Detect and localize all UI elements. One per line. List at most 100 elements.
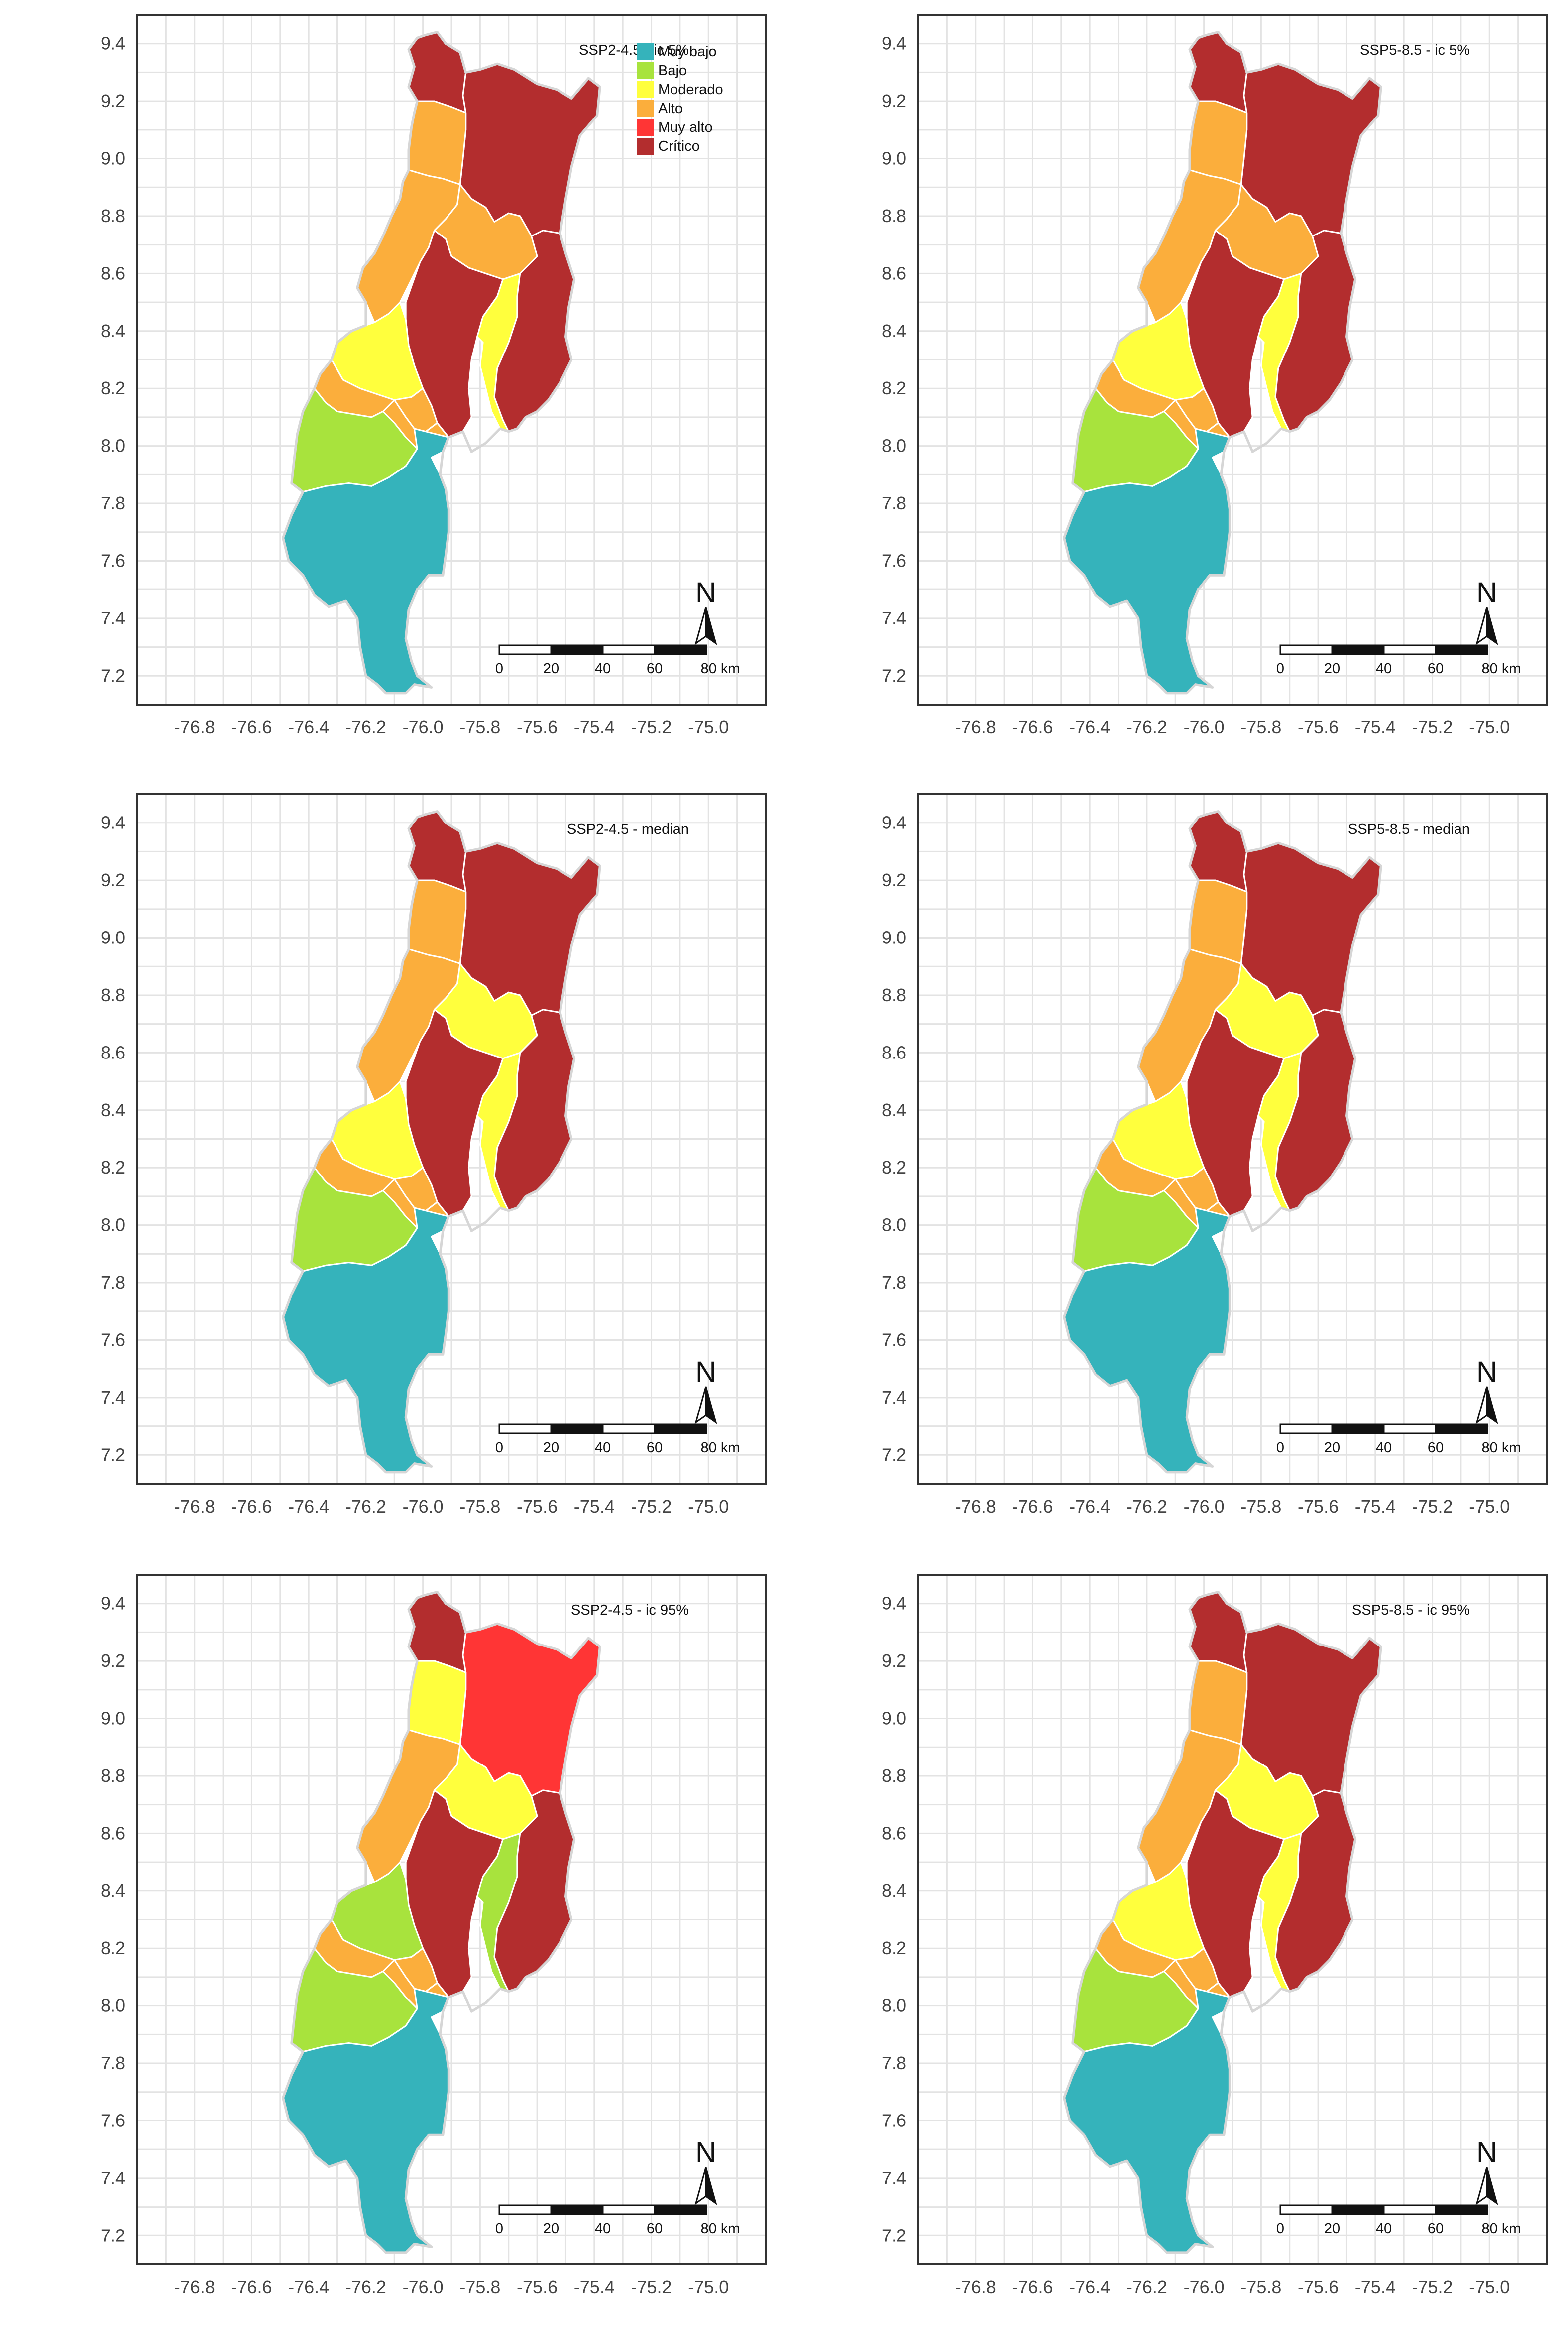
regions bbox=[282, 811, 601, 1473]
north-arrow-right bbox=[705, 2167, 717, 2205]
x-tick-label: -75.2 bbox=[1412, 1496, 1453, 1517]
y-tick-label: 8.6 bbox=[101, 1823, 125, 1843]
state-outline bbox=[282, 810, 601, 1474]
scale-bar: 0 20 40 60 80 km bbox=[495, 2204, 740, 2236]
scale-bar: 0 20 40 60 80 km bbox=[1276, 2204, 1521, 2236]
y-tick-label: 9.4 bbox=[882, 813, 906, 833]
regions bbox=[1063, 1591, 1382, 2254]
x-tick-label: -75.2 bbox=[631, 1496, 672, 1517]
y-tick-label: 7.2 bbox=[101, 2225, 125, 2245]
region-r6 bbox=[405, 230, 504, 438]
y-tick-label: 9.0 bbox=[882, 148, 906, 169]
y-tick-label: 8.8 bbox=[882, 985, 906, 1005]
y-tick-label: 7.2 bbox=[101, 1444, 125, 1465]
legend-label: Bajo bbox=[658, 63, 687, 79]
scale-bar-segment bbox=[498, 1423, 552, 1434]
x-tick-label: -76.6 bbox=[231, 717, 272, 737]
x-tick-label: -75.2 bbox=[631, 717, 672, 737]
x-tick-label: -75.8 bbox=[459, 1496, 500, 1517]
x-tick-label: -76.2 bbox=[1126, 2277, 1167, 2297]
y-tick-label: 7.2 bbox=[882, 2225, 906, 2245]
y-tick-label: 9.0 bbox=[101, 928, 125, 948]
scale-bar-label: 40 bbox=[1376, 1440, 1392, 1456]
panel-frame bbox=[917, 793, 1548, 1485]
scale-bar-label: 80 km bbox=[701, 2221, 740, 2236]
legend-label: Muy alto bbox=[658, 119, 713, 135]
y-tick-label: 8.8 bbox=[882, 206, 906, 226]
north-arrow-icon: N bbox=[1475, 2136, 1498, 2205]
x-tick-label: -75.2 bbox=[1412, 717, 1453, 737]
y-tick-label: 7.8 bbox=[101, 2053, 125, 2073]
panel-title: SSP5-8.5 - ic 5% bbox=[1360, 42, 1470, 58]
x-tick-label: -76.4 bbox=[1069, 1496, 1110, 1517]
scale-bar: 0 20 40 60 80 km bbox=[1276, 1423, 1521, 1456]
scale-bar-label: 80 km bbox=[1482, 661, 1521, 677]
x-tick-label: -76.8 bbox=[955, 2277, 996, 2297]
region-r6 bbox=[405, 1009, 504, 1217]
region-r6 bbox=[1186, 1009, 1285, 1217]
state-outline bbox=[1063, 1591, 1382, 2254]
state-outline bbox=[282, 1591, 601, 2254]
y-tick-label: 9.0 bbox=[101, 1708, 125, 1729]
y-tick-label: 8.4 bbox=[101, 1881, 125, 1901]
map-panels: -76.8 -76.6 -76.4 -76.2 -76.0 -75.8 -75.6 -75.4… bbox=[101, 14, 1548, 2297]
y-tick-label: 9.4 bbox=[101, 813, 125, 833]
y-tick-label: 7.8 bbox=[882, 1272, 906, 1293]
panel-title: SSP2-4.5 - median bbox=[567, 822, 689, 837]
x-tick-label: -76.0 bbox=[1184, 717, 1225, 737]
x-tick-label: -76.2 bbox=[345, 1496, 386, 1517]
y-tick-label: 8.4 bbox=[101, 321, 125, 341]
y-tick-label: 8.0 bbox=[101, 1215, 125, 1235]
map-panel-6: -76.8 -76.6 -76.4 -76.2 -76.0 -75.8 -75.6 -75.4… bbox=[882, 1574, 1548, 2297]
scale-bar-label: 20 bbox=[543, 1440, 559, 1456]
scale-bar-label: 0 bbox=[495, 2221, 503, 2236]
x-tick-label: -75.4 bbox=[1355, 2277, 1396, 2297]
map-panel-2: -76.8 -76.6 -76.4 -76.2 -76.0 -75.8 -75.6 -75.4… bbox=[882, 14, 1548, 737]
scale-bar-label: 60 bbox=[647, 1440, 663, 1456]
scale-bar-label: 20 bbox=[1324, 661, 1340, 677]
y-tick-label: 7.4 bbox=[101, 2168, 125, 2188]
y-tick-label: 7.8 bbox=[101, 1272, 125, 1293]
y-tick-label: 7.6 bbox=[101, 550, 125, 571]
x-tick-label: -76.8 bbox=[955, 1496, 996, 1517]
scale-bar-label: 20 bbox=[1324, 1440, 1340, 1456]
x-tick-label: -76.2 bbox=[1126, 717, 1167, 737]
x-tick-label: -76.2 bbox=[345, 717, 386, 737]
y-tick-label: 8.4 bbox=[882, 1881, 906, 1901]
y-tick-label: 9.4 bbox=[101, 1593, 125, 1614]
scale-bar: 0 20 40 60 80 km bbox=[495, 644, 740, 677]
scale-bar-segment bbox=[654, 2204, 707, 2215]
scale-bar-segment bbox=[1279, 644, 1333, 655]
y-tick-label: 9.0 bbox=[882, 1708, 906, 1729]
legend: Muy bajo Bajo Moderado Alto Muy alto Crítico bbox=[637, 43, 723, 155]
y-tick-label: 8.6 bbox=[882, 263, 906, 283]
y-tick-label: 8.8 bbox=[101, 206, 125, 226]
x-tick-label: -75.0 bbox=[688, 1496, 729, 1517]
x-tick-label: -76.0 bbox=[1184, 1496, 1225, 1517]
y-tick-label: 7.4 bbox=[882, 608, 906, 628]
scale-bar-label: 0 bbox=[495, 1440, 503, 1456]
legend-label: Alto bbox=[658, 101, 683, 117]
panel-frame bbox=[136, 1574, 767, 2265]
scale-bar-label: 40 bbox=[1376, 661, 1392, 677]
north-letter: N bbox=[1476, 577, 1497, 609]
x-tick-label: -76.8 bbox=[174, 2277, 215, 2297]
x-tick-label: -75.4 bbox=[1355, 1496, 1396, 1517]
x-tick-label: -76.8 bbox=[174, 717, 215, 737]
north-arrow-icon: N bbox=[694, 2136, 717, 2205]
scale-bar-label: 60 bbox=[1428, 1440, 1444, 1456]
scale-bar-segment bbox=[602, 2204, 656, 2215]
y-tick-label: 8.8 bbox=[882, 1765, 906, 1786]
scale-bar-segment bbox=[1279, 1423, 1333, 1434]
y-tick-label: 9.4 bbox=[882, 33, 906, 54]
scale-bar-segment bbox=[1331, 2204, 1385, 2215]
x-tick-label: -75.4 bbox=[574, 1496, 615, 1517]
x-tick-label: -75.6 bbox=[517, 1496, 558, 1517]
regions bbox=[1063, 811, 1382, 1473]
x-tick-label: -75.4 bbox=[1355, 717, 1396, 737]
legend-swatch bbox=[637, 100, 654, 117]
x-tick-label: -75.8 bbox=[1240, 717, 1281, 737]
x-tick-label: -76.4 bbox=[1069, 717, 1110, 737]
scale-bar-segment bbox=[1435, 2204, 1488, 2215]
north-arrow-right bbox=[705, 607, 717, 645]
